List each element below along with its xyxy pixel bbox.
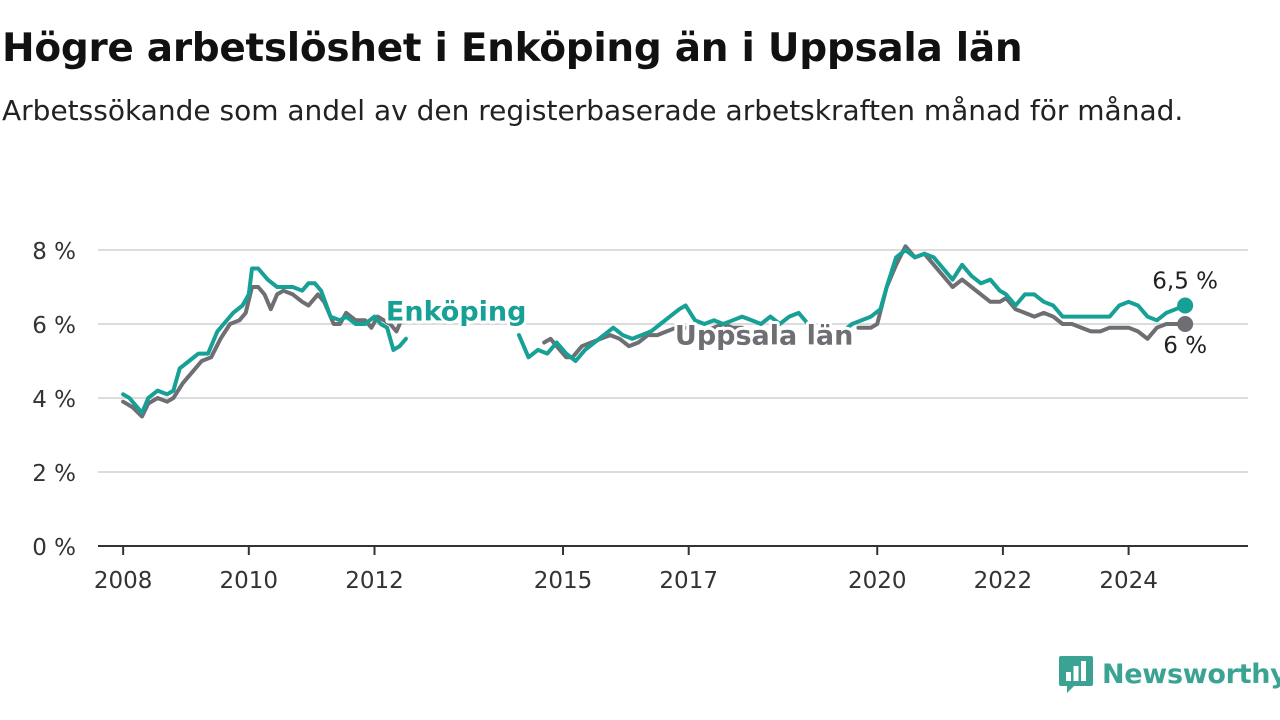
chart-title: Högre arbetslöshet i Enköping än i Uppsa… bbox=[2, 26, 1023, 71]
end-point-uppsala-län bbox=[1177, 316, 1194, 332]
x-tick-label: 2022 bbox=[974, 568, 1033, 594]
end-value-label-enköping: 6,5 % bbox=[1152, 269, 1218, 295]
brand-name: Newsworthy bbox=[1102, 658, 1280, 690]
y-tick-label: 2 % bbox=[32, 461, 76, 487]
y-tick-label: 8 % bbox=[32, 239, 76, 265]
newsworthy-logo: Newsworthy bbox=[1058, 654, 1280, 694]
y-tick-label: 6 % bbox=[32, 313, 76, 339]
series-name-label: Uppsala län bbox=[675, 320, 853, 351]
grid-lines bbox=[98, 249, 1248, 473]
x-tick-label: 2024 bbox=[1099, 568, 1158, 594]
x-tick-label: 2012 bbox=[345, 568, 404, 594]
series-name-label: Enköping bbox=[386, 296, 527, 327]
y-tick-label: 0 % bbox=[32, 535, 76, 561]
x-tick-label: 2010 bbox=[220, 568, 279, 594]
x-tick-label: 2008 bbox=[94, 568, 153, 594]
y-axis-labels: 0 % 2 % 4 % 6 % 8 % bbox=[32, 239, 76, 561]
chart-subtitle: Arbetssökande som andel av den registerb… bbox=[2, 94, 1184, 127]
series-labels: 6 % 6,5 % Enköping Uppsala län bbox=[383, 269, 1218, 360]
series-line-enköping bbox=[121, 248, 1188, 415]
bar-chart-badge-icon bbox=[1059, 656, 1093, 693]
x-axis: 2008 2010 2012 2015 2017 2020 2022 2024 bbox=[94, 545, 1248, 594]
end-value-label-uppsala-län: 6 % bbox=[1163, 333, 1207, 359]
x-tick-label: 2017 bbox=[659, 568, 718, 594]
y-tick-label: 4 % bbox=[32, 387, 76, 413]
x-tick-label: 2020 bbox=[848, 568, 907, 594]
series-lines bbox=[121, 244, 1194, 419]
end-point-enköping bbox=[1177, 297, 1194, 314]
x-tick-label: 2015 bbox=[534, 568, 593, 594]
